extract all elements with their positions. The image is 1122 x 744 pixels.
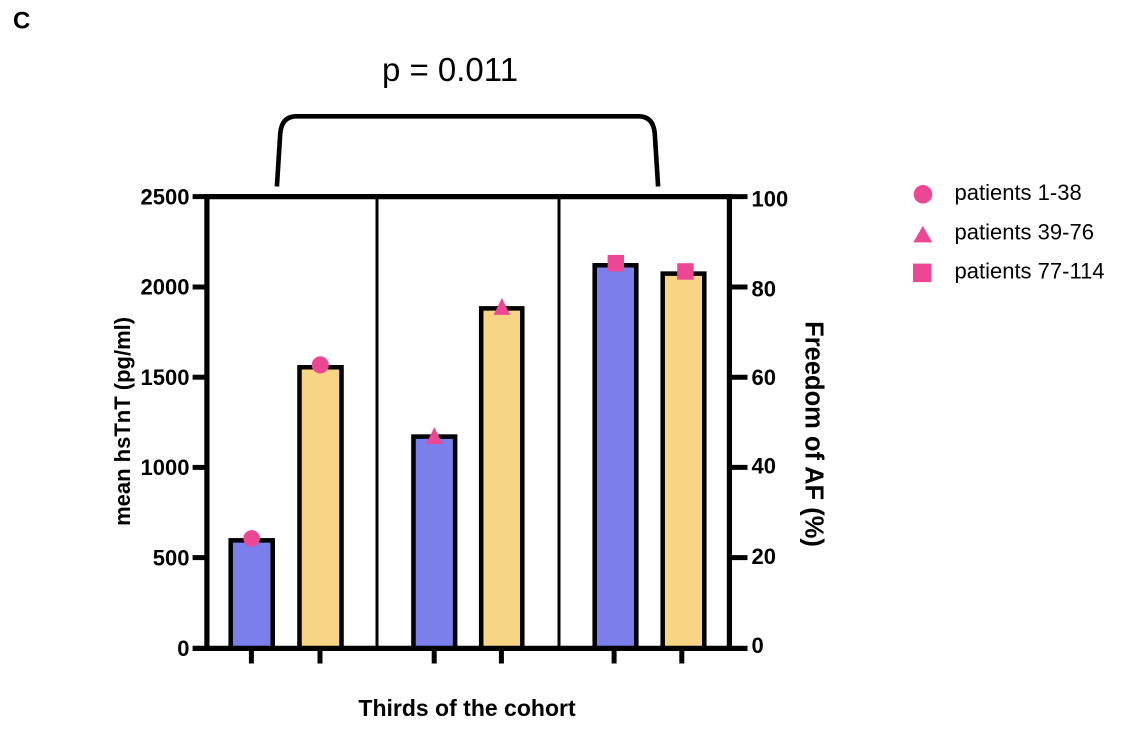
svg-text:1000: 1000 <box>141 455 190 480</box>
svg-text:1500: 1500 <box>141 365 190 390</box>
svg-text:2000: 2000 <box>141 275 190 300</box>
svg-text:500: 500 <box>153 545 190 570</box>
svg-text:2500: 2500 <box>141 184 190 209</box>
svg-text:0: 0 <box>752 633 764 658</box>
svg-text:patients 1-38: patients 1-38 <box>955 180 1082 205</box>
svg-text:mean hsTnT (pg/ml): mean hsTnT (pg/ml) <box>110 317 135 526</box>
svg-text:20: 20 <box>752 544 776 569</box>
svg-text:60: 60 <box>752 365 776 390</box>
svg-text:0: 0 <box>177 636 189 661</box>
svg-text:C: C <box>13 8 30 35</box>
svg-text:patients 77-114: patients 77-114 <box>955 259 1105 284</box>
svg-text:p = 0.011: p = 0.011 <box>382 51 518 88</box>
svg-text:patients 39-76: patients 39-76 <box>955 220 1094 245</box>
svg-text:100: 100 <box>752 186 789 211</box>
svg-text:Thirds of the cohort: Thirds of the cohort <box>358 695 576 721</box>
svg-text:80: 80 <box>752 277 776 302</box>
svg-text:Freedom of AF (%): Freedom of AF (%) <box>799 321 827 547</box>
svg-text:40: 40 <box>752 454 776 479</box>
